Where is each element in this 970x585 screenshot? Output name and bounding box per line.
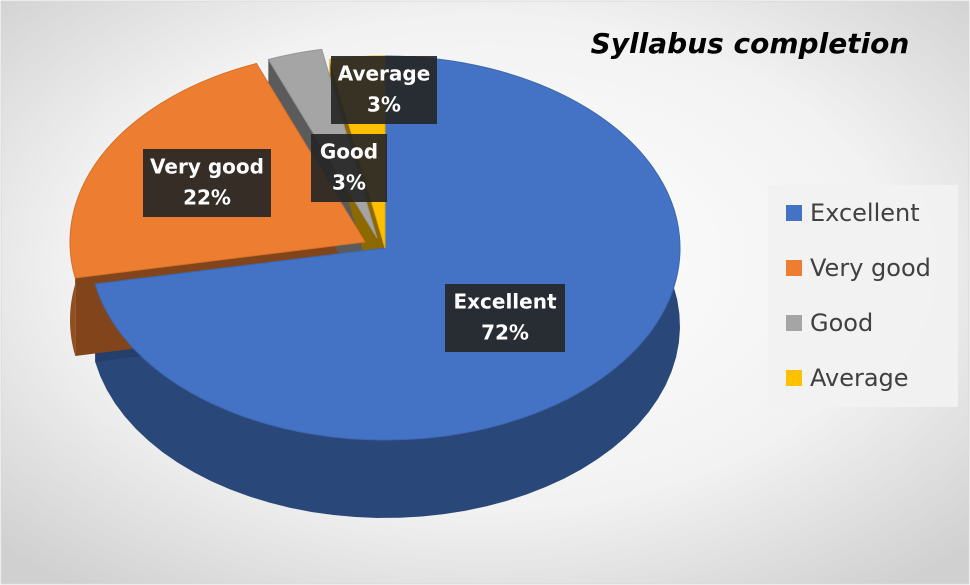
data-label-name: Excellent xyxy=(453,290,556,314)
data-label-value: 72% xyxy=(481,321,529,345)
legend-label: Excellent xyxy=(810,199,920,227)
data-label-name: Average xyxy=(338,62,431,86)
legend-swatch xyxy=(786,370,802,386)
legend-swatch xyxy=(786,260,802,276)
legend: Excellent Very good Good Average xyxy=(786,199,931,392)
data-label-box xyxy=(311,134,387,202)
data-label-box xyxy=(143,149,271,217)
data-label-name: Good xyxy=(320,140,378,164)
data-label-value: 22% xyxy=(183,186,231,210)
legend-label: Very good xyxy=(810,254,931,282)
data-label-name: Very good xyxy=(150,155,264,179)
data-label-box xyxy=(331,56,437,124)
data-label-value: 3% xyxy=(332,171,366,195)
legend-swatch xyxy=(786,315,802,331)
data-label-box xyxy=(445,284,565,352)
data-label-value: 3% xyxy=(367,93,401,117)
legend-swatch xyxy=(786,205,802,221)
legend-label: Good xyxy=(810,309,873,337)
data-labels: Excellent 72% Very good 22% Good 3% Average 3% xyxy=(143,56,565,352)
legend-label: Average xyxy=(810,364,909,392)
chart-title: Syllabus completion xyxy=(591,27,910,60)
